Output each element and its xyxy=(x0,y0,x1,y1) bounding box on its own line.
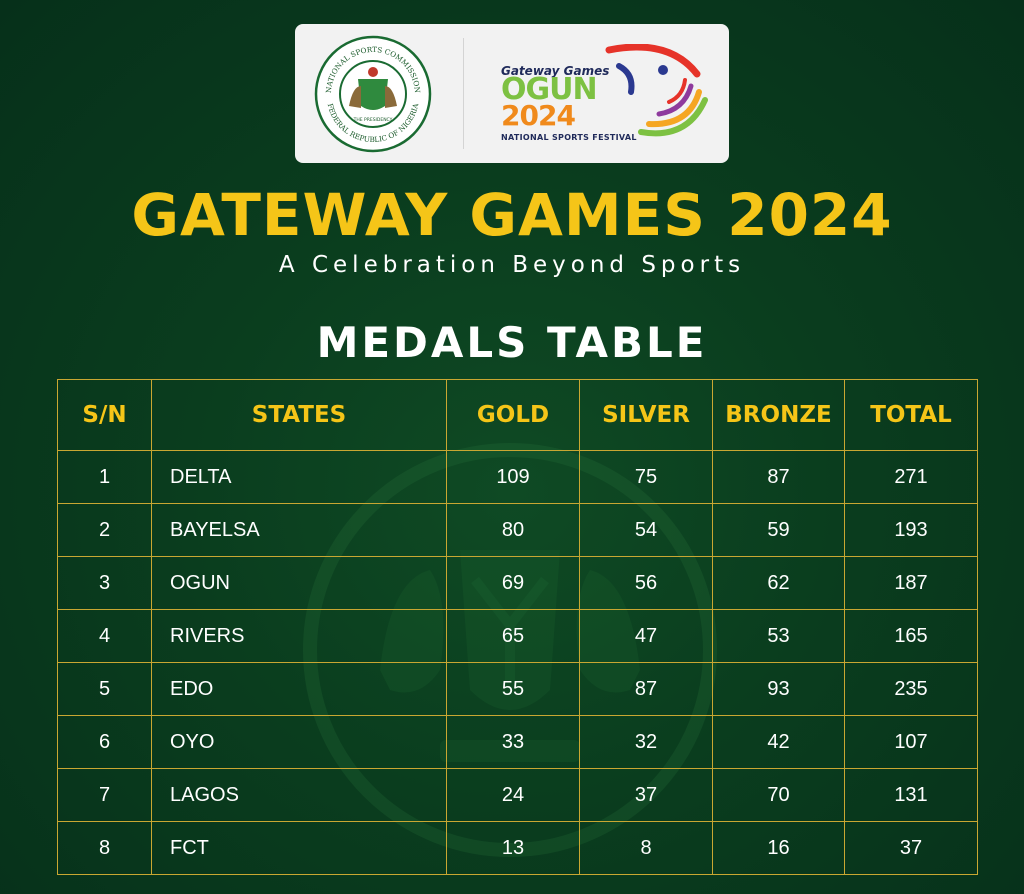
table-row: 7 LAGOS 24 37 70 131 xyxy=(57,768,978,822)
cell-sn: 6 xyxy=(57,715,152,769)
cell-gold: 65 xyxy=(446,609,580,663)
cell-bronze: 70 xyxy=(712,768,845,822)
table-row: 8 FCT 13 8 16 37 xyxy=(57,821,978,875)
cell-silver: 37 xyxy=(579,768,713,822)
medals-table: S/N STATES GOLD SILVER BRONZE TOTAL 1 DE… xyxy=(57,379,978,875)
logo-top-text: Gateway Games xyxy=(501,64,610,78)
header-gold: GOLD xyxy=(446,379,580,451)
cell-state: OYO xyxy=(151,715,447,769)
header-total: TOTAL xyxy=(844,379,978,451)
cell-bronze: 87 xyxy=(712,450,845,504)
cell-total: 107 xyxy=(844,715,978,769)
cell-bronze: 42 xyxy=(712,715,845,769)
table-row: 4 RIVERS 65 47 53 165 xyxy=(57,609,978,663)
cell-total: 193 xyxy=(844,503,978,557)
cell-silver: 87 xyxy=(579,662,713,716)
cell-silver: 75 xyxy=(579,450,713,504)
cell-sn: 7 xyxy=(57,768,152,822)
cell-silver: 56 xyxy=(579,556,713,610)
table-row: 6 OYO 33 32 42 107 xyxy=(57,715,978,769)
cell-silver: 54 xyxy=(579,503,713,557)
cell-bronze: 53 xyxy=(712,609,845,663)
cell-bronze: 16 xyxy=(712,821,845,875)
cell-sn: 8 xyxy=(57,821,152,875)
cell-state: RIVERS xyxy=(151,609,447,663)
cell-total: 187 xyxy=(844,556,978,610)
header-sn: S/N xyxy=(57,379,152,451)
cell-state: EDO xyxy=(151,662,447,716)
cell-gold: 55 xyxy=(446,662,580,716)
logo-banner: NATIONAL SPORTS COMMISSION FEDERAL REPUB… xyxy=(295,24,729,163)
cell-silver: 8 xyxy=(579,821,713,875)
seal-inner-text: THE PRESIDENCY xyxy=(353,117,393,123)
page-title: GATEWAY GAMES 2024 xyxy=(131,181,893,249)
cell-bronze: 93 xyxy=(712,662,845,716)
table-row: 2 BAYELSA 80 54 59 193 xyxy=(57,503,978,557)
cell-state: FCT xyxy=(151,821,447,875)
cell-gold: 33 xyxy=(446,715,580,769)
swoosh-logo-icon xyxy=(605,44,708,137)
cell-gold: 13 xyxy=(446,821,580,875)
cell-state: OGUN xyxy=(151,556,447,610)
cell-sn: 3 xyxy=(57,556,152,610)
cell-state: BAYELSA xyxy=(151,503,447,557)
logo-name-text: OGUN xyxy=(501,72,598,107)
cell-sn: 1 xyxy=(57,450,152,504)
cell-total: 271 xyxy=(844,450,978,504)
cell-silver: 47 xyxy=(579,609,713,663)
cell-total: 131 xyxy=(844,768,978,822)
cell-total: 37 xyxy=(844,821,978,875)
cell-gold: 24 xyxy=(446,768,580,822)
cell-sn: 5 xyxy=(57,662,152,716)
cell-gold: 109 xyxy=(446,450,580,504)
logo-sub-text: NATIONAL SPORTS FESTIVAL xyxy=(501,133,637,142)
cell-sn: 2 xyxy=(57,503,152,557)
cell-bronze: 59 xyxy=(712,503,845,557)
cell-total: 165 xyxy=(844,609,978,663)
cell-state: DELTA xyxy=(151,450,447,504)
logo-year-text: 2024 xyxy=(501,99,576,132)
cell-silver: 32 xyxy=(579,715,713,769)
table-header-row: S/N STATES GOLD SILVER BRONZE TOTAL xyxy=(57,379,978,451)
logo-divider xyxy=(463,38,464,149)
page-subtitle: A Celebration Beyond Sports xyxy=(278,252,746,278)
cell-gold: 69 xyxy=(446,556,580,610)
cell-sn: 4 xyxy=(57,609,152,663)
header-bronze: BRONZE xyxy=(712,379,845,451)
cell-bronze: 62 xyxy=(712,556,845,610)
table-row: 5 EDO 55 87 93 235 xyxy=(57,662,978,716)
medals-table-heading: MEDALS TABLE xyxy=(316,318,708,367)
header-silver: SILVER xyxy=(579,379,713,451)
cell-gold: 80 xyxy=(446,503,580,557)
nsc-seal-logo: NATIONAL SPORTS COMMISSION FEDERAL REPUB… xyxy=(314,35,432,153)
cell-total: 235 xyxy=(844,662,978,716)
table-row: 1 DELTA 109 75 87 271 xyxy=(57,450,978,504)
table-row: 3 OGUN 69 56 62 187 xyxy=(57,556,978,610)
header-states: STATES xyxy=(151,379,447,451)
gateway-games-logo: Gateway Games OGUN 2024 NATIONAL SPORTS … xyxy=(501,44,711,149)
cell-state: LAGOS xyxy=(151,768,447,822)
